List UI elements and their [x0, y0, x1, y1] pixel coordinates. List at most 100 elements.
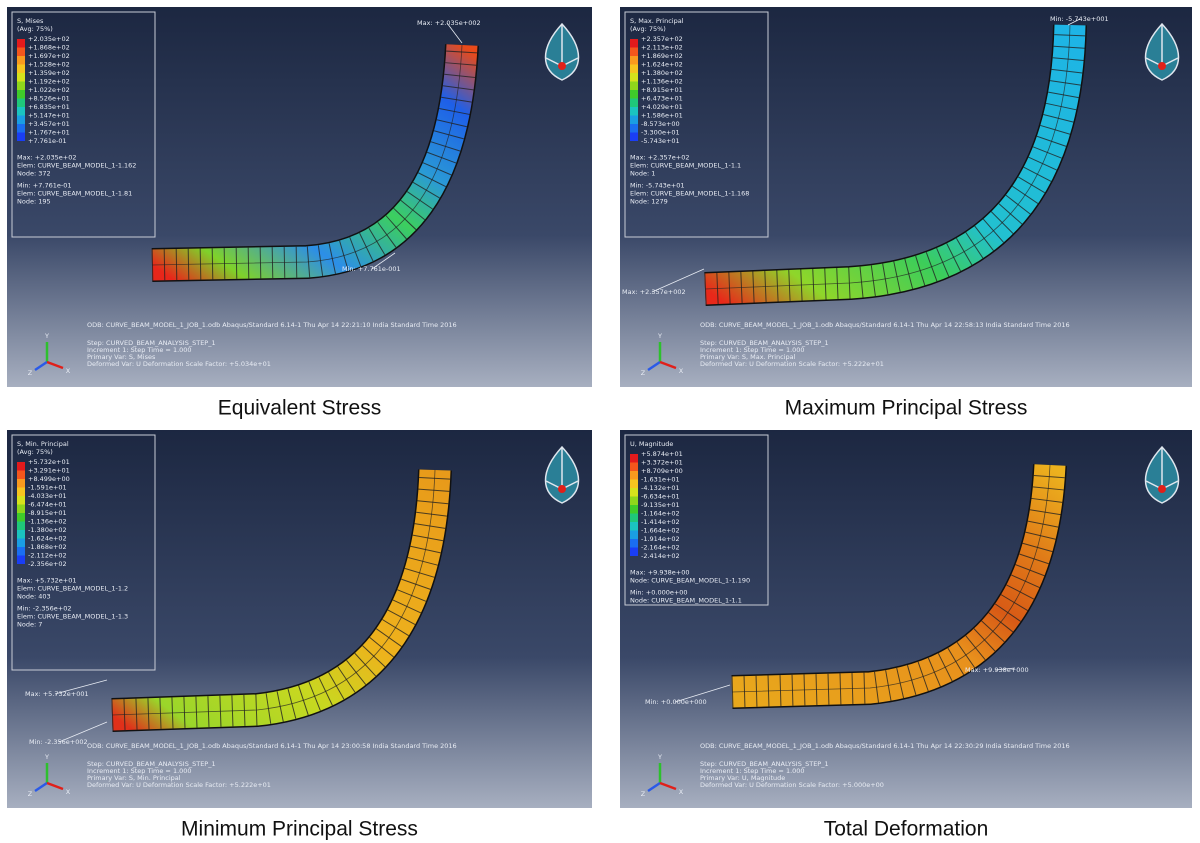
axis-label: Z: [641, 369, 646, 377]
annotation: Min: -5.743e+001: [1050, 15, 1109, 23]
legend-value: -1.631e+01: [641, 476, 680, 484]
footer-deformed: Deformed Var: U Deformation Scale Factor…: [87, 360, 271, 368]
legend-average: (Avg: 75%): [17, 448, 53, 456]
extreme-info: Max: +2.035e+02: [17, 154, 76, 162]
legend-color-band: [17, 462, 25, 471]
legend-value: +5.874e+01: [641, 450, 683, 458]
figure-canvas: S, Mises(Avg: 75%)+2.035e+02+1.868e+02+1…: [0, 0, 1200, 843]
axis-label: X: [679, 788, 684, 796]
footer-odb: ODB: CURVE_BEAM_MODEL_1_JOB_1.odb Abaqus…: [87, 321, 457, 329]
annotation: Max: +2.357e+002: [622, 288, 686, 296]
legend-color-band: [17, 488, 25, 497]
legend-value: +5.147e+01: [28, 112, 70, 120]
extreme-info: Elem: CURVE_BEAM_MODEL_1-1.3: [17, 613, 128, 621]
extreme-info: Elem: CURVE_BEAM_MODEL_1-1.2: [17, 585, 128, 593]
legend-value: +5.732e+01: [28, 458, 70, 466]
footer-odb: ODB: CURVE_BEAM_MODEL_1_JOB_1.odb Abaqus…: [700, 742, 1070, 750]
legend-color-band: [17, 479, 25, 488]
legend-color-band: [630, 133, 638, 142]
extreme-info: Elem: CURVE_BEAM_MODEL_1-1.168: [630, 190, 749, 198]
legend-value: +1.022e+02: [28, 86, 70, 94]
legend-value: +6.473e+01: [641, 95, 683, 103]
extreme-info: Elem: CURVE_BEAM_MODEL_1-1.81: [17, 190, 132, 198]
legend-value: +8.915e+01: [641, 86, 683, 94]
legend-color-band: [17, 90, 25, 99]
legend-value: +1.192e+02: [28, 78, 70, 86]
legend-value: +1.586e+01: [641, 112, 683, 120]
legend-color-band: [17, 56, 25, 65]
legend-color-band: [630, 65, 638, 74]
legend-value: +1.697e+02: [28, 52, 70, 60]
legend-color-band: [630, 90, 638, 99]
legend-value: -1.664e+02: [641, 527, 680, 535]
legend-color-band: [17, 530, 25, 539]
legend-color-band: [630, 39, 638, 48]
axis-label: Y: [657, 332, 662, 340]
extreme-info: Min: +7.761e-01: [17, 182, 71, 190]
axis-label: X: [66, 367, 71, 375]
legend-color-band: [17, 505, 25, 514]
footer-deformed: Deformed Var: U Deformation Scale Factor…: [700, 360, 884, 368]
legend-color-band: [17, 471, 25, 480]
legend-color-band: [630, 48, 638, 57]
legend-value: -4.033e+01: [28, 492, 67, 500]
legend-value: +1.359e+02: [28, 69, 70, 77]
extreme-info: Elem: CURVE_BEAM_MODEL_1-1.1: [630, 162, 741, 170]
legend-value: -2.112e+02: [28, 552, 67, 560]
legend-color-band: [17, 556, 25, 565]
legend-value: +8.709e+00: [641, 467, 683, 475]
axis-label: Z: [28, 369, 33, 377]
legend-title: S, Min. Principal: [17, 440, 69, 448]
extreme-info: Max: +9.938e+00: [630, 569, 689, 577]
caption: Minimum Principal Stress: [181, 818, 418, 841]
legend-color-band: [630, 454, 638, 463]
legend-color-band: [630, 471, 638, 480]
annotation: Min: +7.761e-001: [342, 265, 401, 273]
legend-title: S, Mises: [17, 17, 44, 25]
legend-value: -2.164e+02: [641, 544, 680, 552]
legend-color-band: [17, 513, 25, 522]
axis-label: X: [66, 788, 71, 796]
extreme-info: Min: +0.000e+00: [630, 589, 688, 597]
legend-color-band: [630, 116, 638, 125]
extreme-info: Node: 195: [17, 198, 51, 206]
legend-value: +1.380e+02: [641, 69, 683, 77]
extreme-info: Min: -5.743e+01: [630, 182, 684, 190]
legend-value: +1.136e+02: [641, 78, 683, 86]
view-cube-point: [1158, 485, 1166, 493]
viewport-background: [620, 430, 1192, 808]
annotation: Max: +5.732e+001: [25, 690, 89, 698]
legend-value: -1.868e+02: [28, 543, 67, 551]
figure: S, Mises(Avg: 75%)+2.035e+02+1.868e+02+1…: [0, 0, 1200, 843]
legend-color-band: [17, 48, 25, 57]
legend-value: -6.634e+01: [641, 493, 680, 501]
legend-color-band: [630, 522, 638, 531]
legend-value: -2.356e+02: [28, 560, 67, 568]
legend-value: +3.291e+01: [28, 467, 70, 475]
legend-value: +1.767e+01: [28, 129, 70, 137]
extreme-info: Node: 1: [630, 170, 655, 178]
legend-color-band: [630, 107, 638, 116]
legend-value: +1.869e+02: [641, 52, 683, 60]
extreme-info: Node: 1279: [630, 198, 668, 206]
extreme-info: Node: CURVE_BEAM_MODEL_1-1.1: [630, 597, 742, 605]
legend-color-band: [630, 82, 638, 91]
legend-value: -1.624e+02: [28, 535, 67, 543]
caption: Maximum Principal Stress: [785, 397, 1028, 420]
legend-value: +8.499e+00: [28, 475, 70, 483]
legend-value: +2.357e+02: [641, 35, 683, 43]
extreme-info: Elem: CURVE_BEAM_MODEL_1-1.162: [17, 162, 136, 170]
legend-color-band: [17, 99, 25, 108]
legend-color-band: [630, 480, 638, 489]
legend-value: -9.135e+01: [641, 501, 680, 509]
legend-value: +1.624e+02: [641, 61, 683, 69]
axis-label: X: [679, 367, 684, 375]
legend-color-band: [630, 505, 638, 514]
legend-color-band: [17, 82, 25, 91]
legend-color-band: [17, 65, 25, 74]
viewport-panel: U, Magnitude+5.874e+01+3.372e+01+8.709e+…: [620, 430, 1192, 808]
annotation: Min: +0.000e+000: [645, 698, 707, 706]
legend-value: -4.132e+01: [641, 484, 680, 492]
legend-color-band: [17, 547, 25, 556]
legend-value: +8.526e+01: [28, 95, 70, 103]
